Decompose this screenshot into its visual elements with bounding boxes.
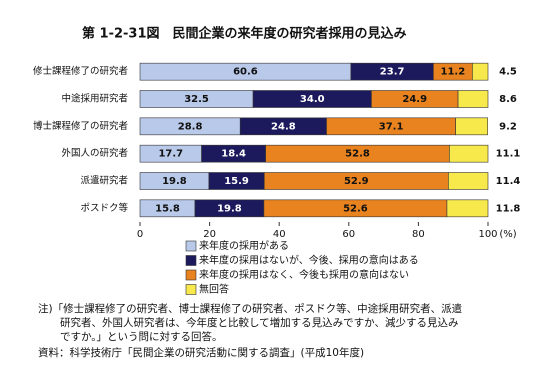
note: 研究者、外国人研究者は、今年度と比較して増加する見込みですか、減少する見込み <box>60 316 458 329</box>
bar-segment <box>449 144 489 163</box>
bar-segment <box>472 62 489 81</box>
y-tick-label: 外国人の研究者 <box>61 147 128 159</box>
bar-segment <box>446 199 489 218</box>
y-tick-label: 中途採用研究者 <box>61 93 128 105</box>
value-label: 4.5 <box>499 67 517 78</box>
value-label: 11.1 <box>496 149 521 160</box>
value-label: 24.9 <box>402 94 427 105</box>
value-label: 18.4 <box>221 149 246 160</box>
value-label: 11.8 <box>496 203 521 214</box>
legend-label: 来年度の採用はなく、今後も採用の意向はない <box>199 268 409 281</box>
value-label: 15.9 <box>224 176 249 187</box>
x-tick-label: 0 <box>137 229 143 240</box>
value-label: 19.8 <box>162 176 187 187</box>
y-tick-label: 派遣研究者 <box>80 175 128 187</box>
x-axis-label: (%) <box>499 229 516 240</box>
value-label: 52.9 <box>344 176 369 187</box>
legend-swatch <box>185 269 197 281</box>
value-label: 28.8 <box>178 121 203 132</box>
value-label: 11.2 <box>441 67 466 78</box>
legend-label: 無回答 <box>199 283 229 296</box>
legend-swatch <box>185 240 197 252</box>
value-label: 9.2 <box>499 121 517 132</box>
legend-label: 来年度の採用はないが、今後、採用の意向はある <box>199 254 419 267</box>
value-label: 34.0 <box>300 94 325 105</box>
chart-title: 第 1-2-31図 民間企業の来年度の研究者採用の見込み <box>82 26 407 42</box>
note: ですか。」という問に対する回答。 <box>60 330 223 343</box>
x-tick-label: 100 <box>478 229 497 240</box>
value-label: 11.4 <box>496 176 521 187</box>
value-label: 23.7 <box>380 67 405 78</box>
value-label: 32.5 <box>184 94 209 105</box>
value-label: 52.8 <box>345 149 370 160</box>
y-tick-label: ポスドク等 <box>80 202 128 214</box>
legend-swatch <box>185 255 197 266</box>
legend-swatch <box>185 284 197 295</box>
x-tick-label: 80 <box>412 229 425 240</box>
value-label: 15.8 <box>155 203 180 214</box>
value-label: 19.8 <box>217 203 242 214</box>
value-label: 8.6 <box>499 94 517 105</box>
bar-segment <box>457 90 489 108</box>
x-tick-label: 20 <box>203 229 216 240</box>
x-tick-label: 40 <box>273 229 286 240</box>
value-label: 37.1 <box>379 121 404 132</box>
value-label: 52.6 <box>343 203 368 214</box>
value-label: 17.7 <box>158 149 183 160</box>
bar-segment <box>455 117 488 136</box>
value-label: 24.8 <box>271 121 296 132</box>
bar-segment <box>448 172 489 190</box>
note: 注)「修士課程修了の研究者、博士課程修了の研究者、ポスドク等、中途採用研究者、派… <box>38 302 463 315</box>
y-tick-label: 博士課程修了の研究者 <box>33 120 128 132</box>
x-tick-label: 60 <box>342 229 355 240</box>
y-tick-label: 修士課程修了の研究者 <box>33 65 128 77</box>
source: 資料：科学技術庁「民間企業の研究活動に関する調査」(平成10年度) <box>38 346 364 359</box>
legend-label: 来年度の採用がある <box>199 239 289 252</box>
value-label: 60.6 <box>233 67 258 78</box>
